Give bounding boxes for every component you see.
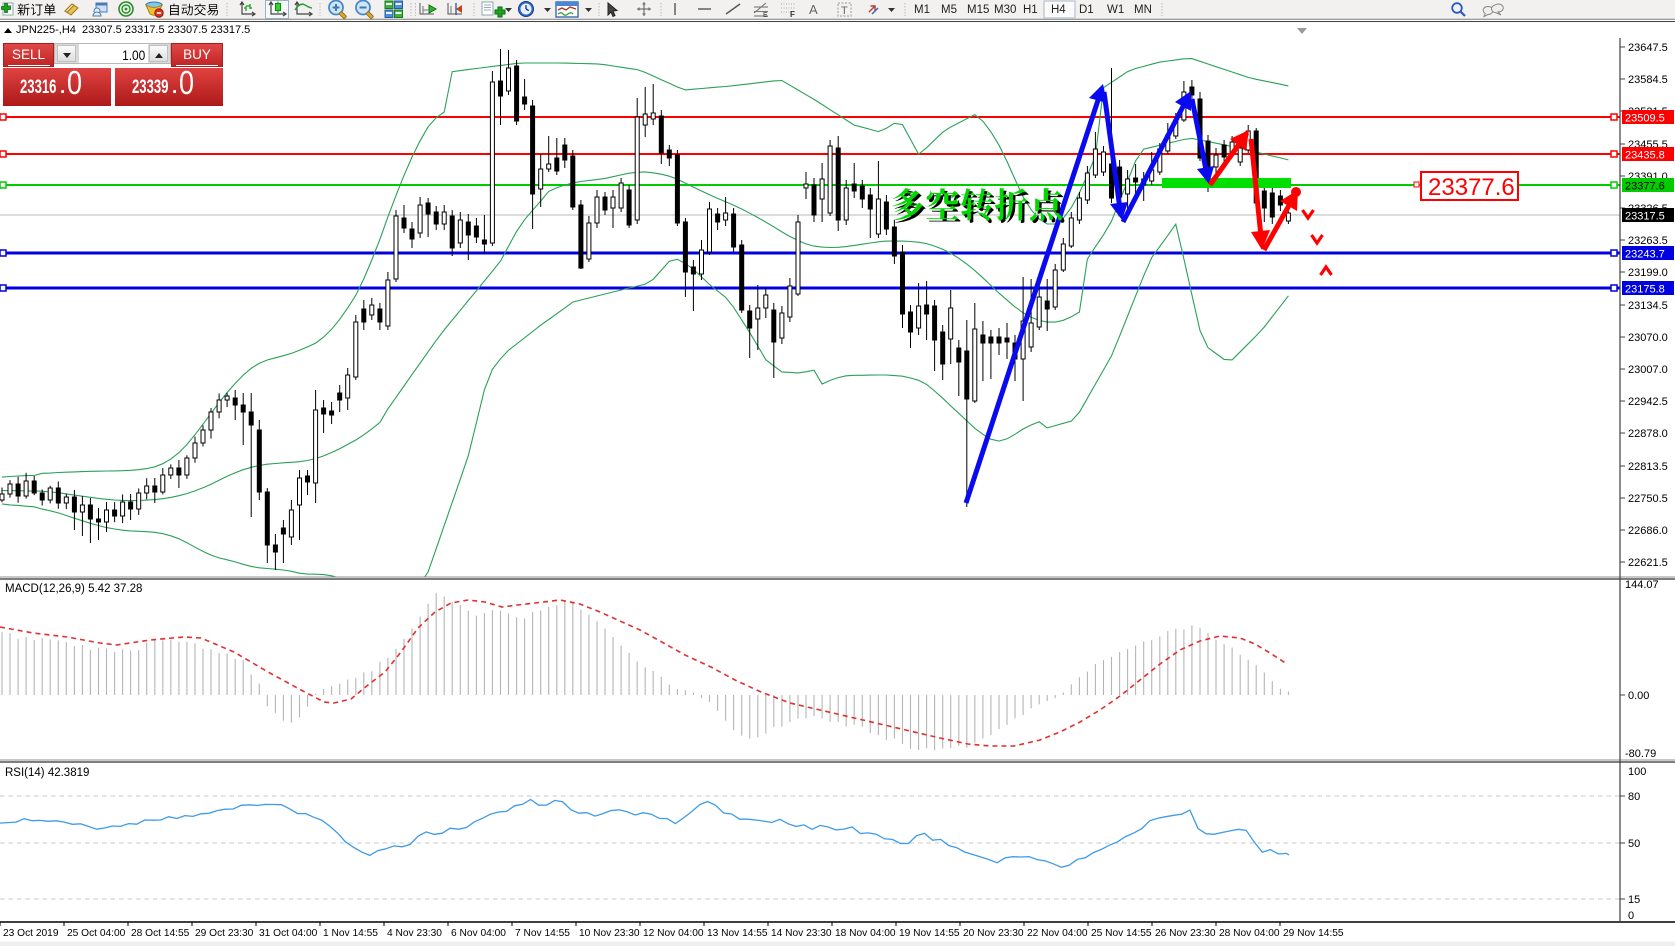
svg-text:23317.5: 23317.5 bbox=[1625, 211, 1665, 223]
svg-text:19 Nov 14:55: 19 Nov 14:55 bbox=[899, 928, 960, 939]
svg-text:15: 15 bbox=[1628, 894, 1640, 906]
svg-text:23263.5: 23263.5 bbox=[1628, 235, 1668, 247]
svg-text:29 Oct 23:30: 29 Oct 23:30 bbox=[195, 928, 254, 939]
svg-text:18 Nov 04:00: 18 Nov 04:00 bbox=[835, 928, 896, 939]
svg-text:7 Nov 14:55: 7 Nov 14:55 bbox=[515, 928, 570, 939]
svg-text:-80.79: -80.79 bbox=[1625, 748, 1656, 760]
svg-text:22686.0: 22686.0 bbox=[1628, 525, 1668, 537]
svg-text:14 Nov 23:30: 14 Nov 23:30 bbox=[771, 928, 832, 939]
svg-text:D1: D1 bbox=[1079, 4, 1094, 16]
svg-text:31 Oct 04:00: 31 Oct 04:00 bbox=[259, 928, 318, 939]
svg-text:MACD(12,26,9) 5.42 37.28: MACD(12,26,9) 5.42 37.28 bbox=[5, 583, 142, 595]
svg-text:W1: W1 bbox=[1107, 4, 1124, 16]
svg-text:A: A bbox=[809, 2, 818, 17]
svg-text:20 Nov 23:30: 20 Nov 23:30 bbox=[963, 928, 1024, 939]
svg-text:23243.7: 23243.7 bbox=[1625, 249, 1665, 261]
svg-text:22942.5: 22942.5 bbox=[1628, 396, 1668, 408]
svg-text:22621.5: 22621.5 bbox=[1628, 557, 1668, 569]
svg-text:0: 0 bbox=[1628, 910, 1634, 922]
svg-text:4 Nov 23:30: 4 Nov 23:30 bbox=[387, 928, 442, 939]
svg-text:23377.6: 23377.6 bbox=[1428, 174, 1515, 201]
svg-text:26 Nov 23:30: 26 Nov 23:30 bbox=[1155, 928, 1216, 939]
svg-text:M15: M15 bbox=[967, 4, 989, 16]
svg-text:T: T bbox=[841, 5, 848, 17]
svg-text:23435.8: 23435.8 bbox=[1625, 150, 1665, 162]
svg-text:80: 80 bbox=[1628, 791, 1640, 803]
svg-text:E: E bbox=[763, 12, 768, 19]
svg-text:MN: MN bbox=[1134, 4, 1152, 16]
svg-text:23 Oct 2019: 23 Oct 2019 bbox=[3, 928, 59, 939]
svg-text:22878.0: 22878.0 bbox=[1628, 428, 1668, 440]
svg-text:1 Nov 14:55: 1 Nov 14:55 bbox=[323, 928, 378, 939]
svg-text:23007.0: 23007.0 bbox=[1628, 364, 1668, 376]
svg-text:50: 50 bbox=[1628, 838, 1640, 850]
svg-text:22750.5: 22750.5 bbox=[1628, 493, 1668, 505]
svg-text:23509.5: 23509.5 bbox=[1625, 113, 1665, 125]
svg-text:M5: M5 bbox=[941, 4, 957, 16]
svg-text:23175.8: 23175.8 bbox=[1625, 284, 1665, 296]
svg-text:25 Nov 14:55: 25 Nov 14:55 bbox=[1091, 928, 1152, 939]
svg-text:H1: H1 bbox=[1023, 4, 1038, 16]
svg-text:28 Oct 14:55: 28 Oct 14:55 bbox=[131, 928, 190, 939]
svg-text:23647.5: 23647.5 bbox=[1628, 42, 1668, 54]
svg-text:H4: H4 bbox=[1051, 4, 1066, 16]
svg-text:22 Nov 04:00: 22 Nov 04:00 bbox=[1027, 928, 1088, 939]
svg-text:M30: M30 bbox=[994, 4, 1016, 16]
svg-text:0.00: 0.00 bbox=[1628, 690, 1649, 702]
svg-text:RSI(14) 42.3819: RSI(14) 42.3819 bbox=[5, 767, 89, 779]
svg-text:12 Nov 04:00: 12 Nov 04:00 bbox=[643, 928, 704, 939]
svg-text:23584.5: 23584.5 bbox=[1628, 74, 1668, 86]
svg-text:10 Nov 23:30: 10 Nov 23:30 bbox=[579, 928, 640, 939]
svg-text:23134.5: 23134.5 bbox=[1628, 300, 1668, 312]
svg-text:13 Nov 14:55: 13 Nov 14:55 bbox=[707, 928, 768, 939]
svg-text:23199.0: 23199.0 bbox=[1628, 267, 1668, 279]
svg-text:M1: M1 bbox=[914, 4, 930, 16]
svg-text:6 Nov 04:00: 6 Nov 04:00 bbox=[451, 928, 506, 939]
svg-text:22813.5: 22813.5 bbox=[1628, 461, 1668, 473]
svg-text:29 Nov 14:55: 29 Nov 14:55 bbox=[1283, 928, 1344, 939]
svg-text:F: F bbox=[790, 10, 795, 19]
svg-text:25 Oct 04:00: 25 Oct 04:00 bbox=[67, 928, 126, 939]
svg-text:23377.6: 23377.6 bbox=[1625, 181, 1665, 193]
svg-text:28 Nov 04:00: 28 Nov 04:00 bbox=[1219, 928, 1280, 939]
svg-text:100: 100 bbox=[1628, 766, 1646, 778]
svg-text:144.07: 144.07 bbox=[1625, 579, 1659, 591]
svg-text:23070.0: 23070.0 bbox=[1628, 332, 1668, 344]
